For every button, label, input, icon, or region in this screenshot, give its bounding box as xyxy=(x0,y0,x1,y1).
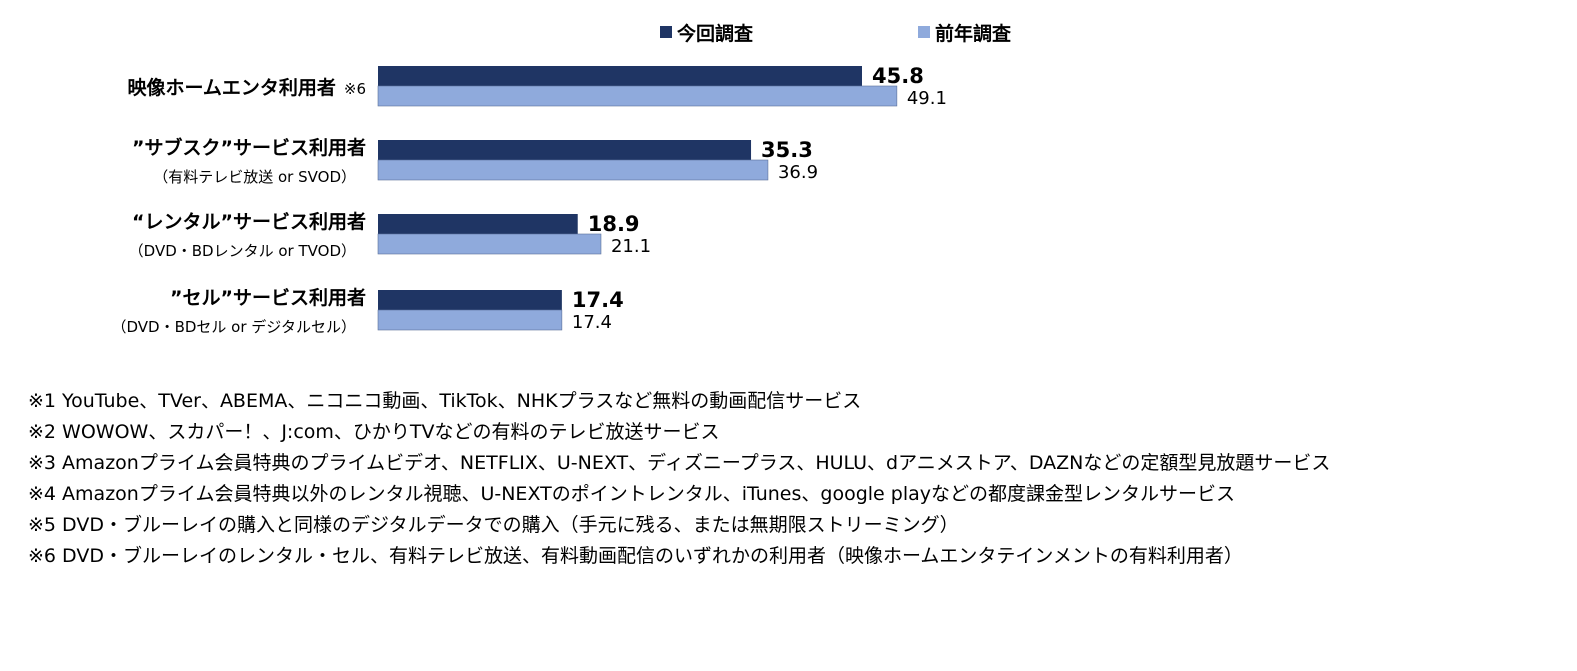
bar-previous-4 xyxy=(377,309,563,331)
bar-current-2 xyxy=(378,140,752,160)
category-label-text-1: 映像ホームエンタ利用者 xyxy=(127,76,335,99)
category-sublabel-3: （DVD・BDレンタル or TVOD） xyxy=(129,242,356,260)
category-label-3: “レンタル”サービス利用者 xyxy=(132,211,366,233)
category-labels: 映像ホームエンタ利用者 ※6 ”サブスク”サービス利用者 （有料テレビ放送 or SV… xyxy=(111,76,366,336)
value-label-previous-4: 17.4 xyxy=(572,312,612,333)
category-label-4: ”セル”サービス利用者 xyxy=(170,287,366,309)
legend-swatch-1 xyxy=(660,26,672,38)
category-label-1: 映像ホームエンタ利用者 ※6 xyxy=(127,76,366,99)
bar-current-4 xyxy=(378,290,562,310)
value-labels: 45.8 35.3 18.9 17.4 49.1 36.9 21.1 17.4 xyxy=(572,64,947,333)
category-sublabel-2: （有料テレビ放送 or SVOD） xyxy=(153,168,356,186)
footnote-4: ※4 Amazonプライム会員特典以外のレンタル視聴、U-NEXTのポイントレン… xyxy=(28,483,1236,505)
value-label-previous-1: 49.1 xyxy=(907,88,947,109)
bar-previous-3 xyxy=(377,233,602,255)
value-label-current-2: 35.3 xyxy=(761,138,813,162)
category-sublabel-4: （DVD・BDセル or デジタルセル） xyxy=(111,318,356,336)
footnote-3: ※3 Amazonプライム会員特典のプライムビデオ、NETFLIX、U-NEXT… xyxy=(28,452,1331,474)
bar-previous-2 xyxy=(377,159,769,181)
value-label-current-4: 17.4 xyxy=(572,288,624,312)
legend-swatch-2 xyxy=(918,26,930,38)
chart-legend: 今回調査 前年調査 xyxy=(660,22,1012,45)
value-label-current-1: 45.8 xyxy=(872,64,924,88)
category-label-2: ”サブスク”サービス利用者 xyxy=(132,136,366,159)
bar-previous-1 xyxy=(377,85,898,107)
value-label-previous-2: 36.9 xyxy=(778,162,818,183)
footnotes: ※1 YouTube、TVer、ABEMA、ニコニコ動画、TikTok、NHKプ… xyxy=(28,386,1330,572)
bar-current-3 xyxy=(378,214,578,234)
legend-label-2: 前年調査 xyxy=(935,22,1012,45)
bars xyxy=(377,66,898,331)
footnote-2: ※2 WOWOW、スカパー！、J:com、ひかりTVなどの有料のテレビ放送サービ… xyxy=(28,421,720,443)
footnote-5: ※5 DVD・ブルーレイの購入と同様のデジタルデータでの購入（手元に残る、または… xyxy=(28,514,959,536)
footnote-6: ※6 DVD・ブルーレイのレンタル・セル、有料テレビ放送、有料動画配信のいずれか… xyxy=(28,545,1243,567)
value-label-current-3: 18.9 xyxy=(588,212,640,236)
legend-label-1: 今回調査 xyxy=(676,22,754,45)
value-label-previous-3: 21.1 xyxy=(611,236,651,257)
category-note-1: ※6 xyxy=(344,80,366,98)
bar-current-1 xyxy=(378,66,862,86)
footnote-1: ※1 YouTube、TVer、ABEMA、ニコニコ動画、TikTok、NHKプ… xyxy=(28,390,862,412)
bar-chart: 今回調査 前年調査 映像ホームエンタ利用者 ※6 ”サブスク”サービス利用者 （有料テレ… xyxy=(111,22,1012,336)
